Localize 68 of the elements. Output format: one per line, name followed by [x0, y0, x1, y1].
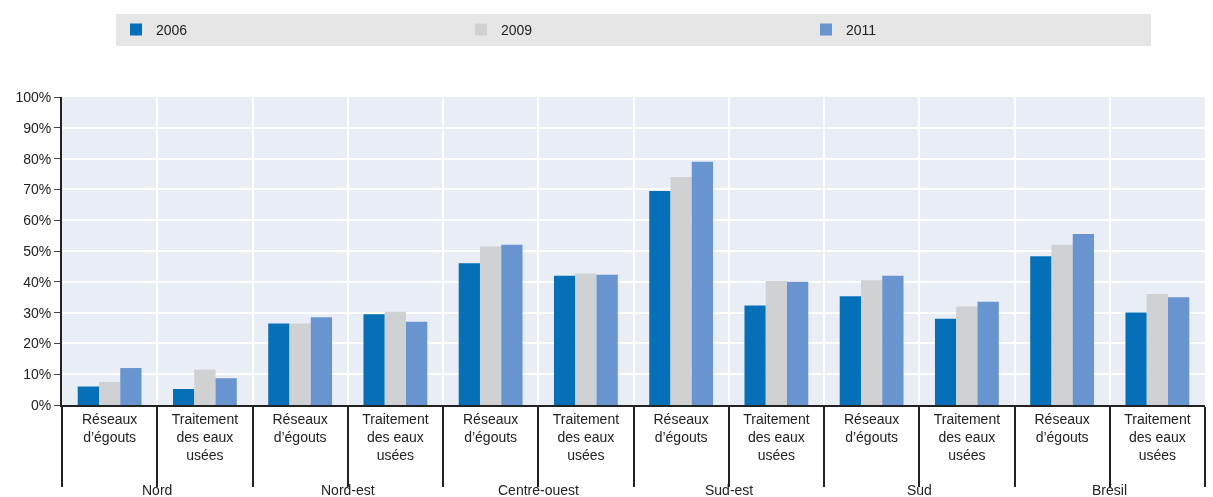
bar [194, 369, 216, 405]
bar [289, 323, 311, 405]
bar [501, 244, 523, 405]
bar [384, 311, 407, 405]
bar [765, 280, 788, 405]
bar [458, 263, 480, 405]
y-tick-label: 70% [23, 181, 52, 198]
bar [670, 177, 692, 405]
bar [839, 296, 861, 405]
bar [268, 323, 290, 405]
bar [934, 318, 957, 405]
bar [363, 314, 385, 405]
legend-label: 2006 [156, 21, 188, 38]
y-tick-label: 30% [23, 304, 52, 321]
y-tick-label: 100% [15, 88, 52, 105]
y-tick-label: 90% [23, 119, 52, 136]
text: Centre-ouest [498, 482, 580, 497]
y-tick-label: 10% [23, 366, 52, 383]
bar [1146, 294, 1169, 405]
x-tick-label: Traitement des eaux usées [362, 410, 429, 464]
bar [575, 273, 597, 405]
bar [98, 381, 121, 405]
bar [882, 275, 904, 405]
bar [956, 306, 978, 405]
bar [1051, 244, 1073, 405]
x-tick-label: Traitement des eaux usées [1124, 410, 1191, 464]
bar [977, 301, 999, 405]
text: Brésil [1092, 482, 1128, 497]
bar [553, 275, 576, 405]
bar [215, 378, 237, 405]
x-tick-label: Traitement des eaux usées [171, 410, 239, 464]
bar [1125, 312, 1147, 405]
x-tick-label: Réseaux d’égouts [463, 410, 519, 445]
bar [649, 190, 671, 405]
bar [1030, 256, 1052, 405]
x-tick-label: Traitement des eaux usées [933, 410, 1001, 464]
bar [1072, 234, 1095, 405]
text: Nord [142, 482, 173, 497]
x-tick-label: Réseaux d’égouts [844, 410, 900, 445]
text: Nord-est [321, 482, 375, 497]
bar [1168, 297, 1190, 405]
bar [744, 305, 766, 405]
text: Sud-est [705, 482, 754, 497]
x-tick-label: Réseaux d’égouts [82, 410, 138, 445]
x-tick-label: Traitement des eaux usées [552, 410, 620, 464]
bar [120, 368, 142, 405]
text: Sud [907, 482, 932, 497]
y-tick-label: 40% [23, 273, 52, 290]
x-tick-label: Réseaux d’égouts [272, 410, 328, 445]
bar [172, 388, 195, 405]
bar [310, 317, 333, 405]
bar [787, 281, 809, 405]
y-tick-label: 50% [23, 242, 52, 259]
y-tick-label: 60% [23, 212, 52, 229]
x-tick-label: Réseaux d’égouts [653, 410, 709, 445]
y-tick-label: 20% [23, 335, 52, 352]
legend-label: 2011 [846, 21, 877, 38]
bar [860, 280, 883, 405]
x-tick-label: Traitement des eaux usées [743, 410, 810, 464]
bar [77, 386, 99, 405]
bar [691, 161, 714, 405]
bar [406, 321, 428, 405]
bar [596, 274, 618, 405]
x-tick-label: Réseaux d’égouts [1034, 410, 1090, 445]
bar [479, 246, 502, 405]
legend-label: 2009 [501, 21, 533, 38]
y-tick-label: 0% [30, 396, 52, 413]
y-tick-label: 80% [23, 150, 52, 167]
